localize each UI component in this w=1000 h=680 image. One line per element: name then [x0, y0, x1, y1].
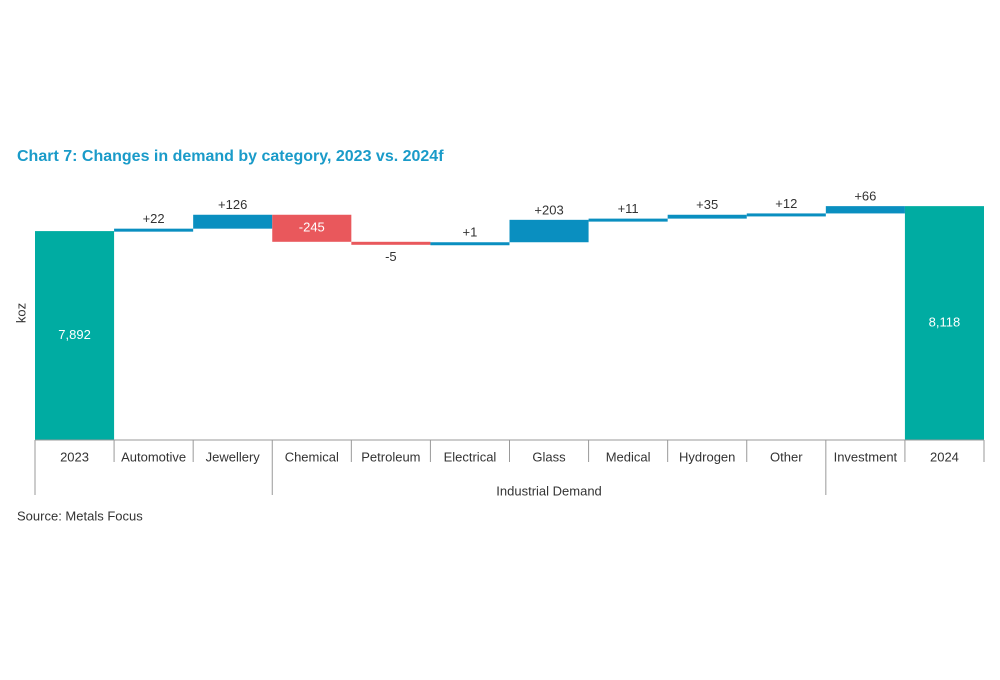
decrease-bar [351, 241, 431, 245]
x-tick-label: Glass [532, 449, 566, 464]
increase-bar [746, 213, 826, 217]
x-tick-label: Investment [834, 449, 898, 464]
value-label: +35 [696, 197, 718, 212]
increase-bar [509, 219, 589, 243]
source: Source: Metals Focus [17, 508, 143, 523]
x-tick-label: Hydrogen [679, 449, 735, 464]
value-label: 7,892 [58, 327, 91, 342]
increase-bar [667, 214, 747, 219]
increase-bar [193, 214, 273, 229]
value-label: +12 [775, 196, 797, 211]
value-label: +203 [534, 202, 563, 217]
x-tick-label: Automotive [121, 449, 186, 464]
value-label: -245 [299, 220, 325, 235]
value-label: +22 [143, 211, 165, 226]
group-label: Industrial Demand [496, 483, 602, 498]
x-tick-label: 2024 [930, 449, 959, 464]
total-bar [904, 206, 984, 440]
chart-title: Chart 7: Changes in demand by category, … [17, 148, 444, 165]
increase-bar [114, 228, 194, 232]
x-tick-label: Petroleum [361, 449, 420, 464]
x-tick-label: Medical [606, 449, 651, 464]
decrease-bar [272, 214, 352, 242]
total-bar [35, 231, 115, 440]
increase-bar [588, 218, 668, 222]
increase-bar [430, 242, 510, 246]
x-tick-label: Jewellery [206, 449, 261, 464]
value-label: 8,118 [929, 315, 961, 330]
x-tick-label: 2023 [60, 449, 89, 464]
value-label: +126 [218, 197, 247, 212]
x-tick-label: Other [770, 449, 803, 464]
y-axis-label: koz [13, 303, 28, 323]
x-tick-label: Electrical [444, 449, 497, 464]
value-label: -5 [385, 249, 397, 264]
value-label: +11 [618, 201, 639, 216]
value-label: +1 [463, 225, 478, 240]
value-label: +66 [854, 189, 876, 204]
x-tick-label: Chemical [285, 449, 339, 464]
increase-bar [825, 206, 905, 214]
